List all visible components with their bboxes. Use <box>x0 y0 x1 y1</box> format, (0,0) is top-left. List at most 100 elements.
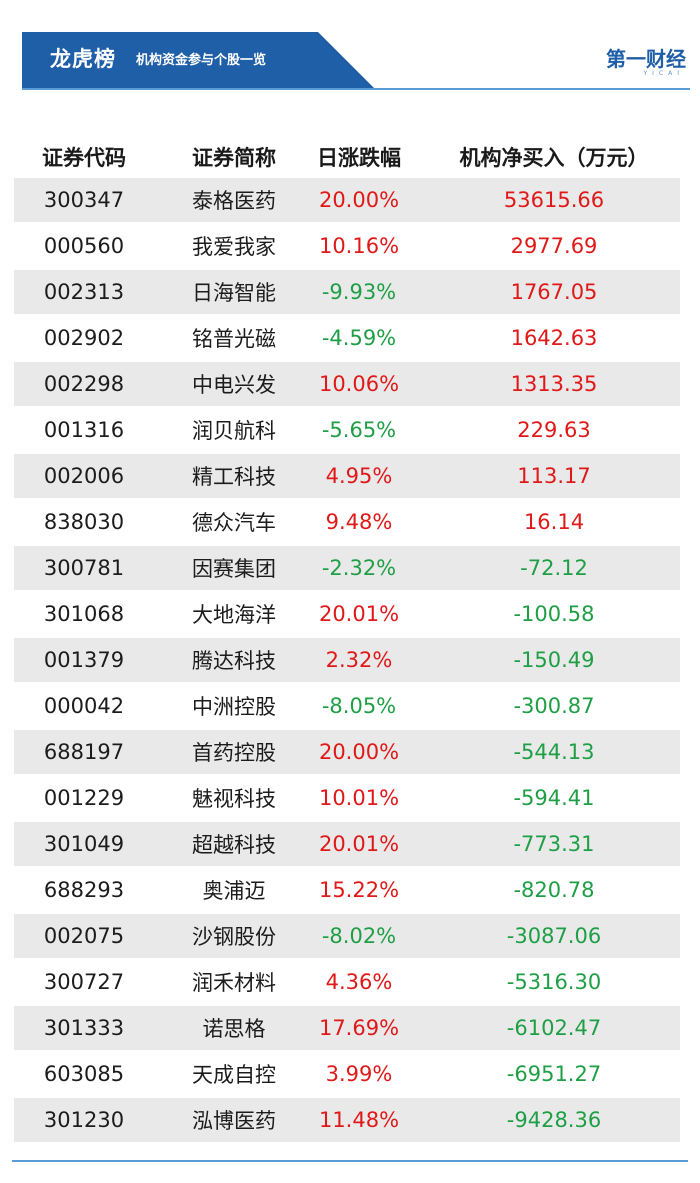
stock-name-cell: 德众汽车 <box>192 511 276 535</box>
stock-name-cell: 诺思格 <box>202 1017 266 1041</box>
daily-change-cell: 2.32% <box>325 648 393 672</box>
stock-name-cell: 沙钢股份 <box>192 925 276 949</box>
net-buy-cell: -300.87 <box>513 694 595 718</box>
table-row: 300781 因赛集团 -2.32% -72.12 <box>14 546 680 592</box>
stock-code-cell: 001379 <box>43 648 125 672</box>
net-buy-cell: -544.13 <box>513 740 595 764</box>
net-buy-cell: -594.41 <box>513 786 595 810</box>
net-buy-cell: 53615.66 <box>503 188 605 212</box>
table-row: 000042 中洲控股 -8.05% -300.87 <box>14 684 680 730</box>
net-buy-cell: 16.14 <box>523 510 585 534</box>
table-row: 002298 中电兴发 10.06% 1313.35 <box>14 362 680 408</box>
daily-change-cell: 9.48% <box>325 510 393 534</box>
table-header-row: 证券代码 证券简称 日涨跌幅 机构净买入（万元） <box>14 138 680 178</box>
column-header-change: 日涨跌幅 <box>317 146 401 170</box>
daily-change-cell: -5.65% <box>321 418 397 442</box>
table-row: 002902 铭普光磁 -4.59% 1642.63 <box>14 316 680 362</box>
stock-code-cell: 301230 <box>43 1108 125 1132</box>
stock-name-cell: 魅视科技 <box>192 787 276 811</box>
stock-name-cell: 奥浦迈 <box>202 879 266 903</box>
table-body: 300347 泰格医药 20.00% 53615.66 000560 我爱我家 10.16%… <box>14 178 680 1144</box>
stock-name-cell: 泓博医药 <box>192 1109 276 1133</box>
stock-code-cell: 001316 <box>43 418 125 442</box>
stock-name-cell: 我爱我家 <box>192 235 276 259</box>
net-buy-cell: 113.17 <box>517 464 591 488</box>
stock-name-cell: 首药控股 <box>192 741 276 765</box>
table-row: 000560 我爱我家 10.16% 2977.69 <box>14 224 680 270</box>
net-buy-cell: -820.78 <box>513 878 595 902</box>
daily-change-cell: -9.93% <box>321 280 397 304</box>
stock-code-cell: 838030 <box>43 510 125 534</box>
stock-name-cell: 天成自控 <box>192 1063 276 1087</box>
stock-name-cell: 润禾材料 <box>192 971 276 995</box>
daily-change-cell: 3.99% <box>325 1062 393 1086</box>
table-row: 001316 润贝航科 -5.65% 229.63 <box>14 408 680 454</box>
daily-change-cell: 10.06% <box>318 372 400 396</box>
stock-code-cell: 603085 <box>43 1062 125 1086</box>
stock-code-cell: 300727 <box>43 970 125 994</box>
table-row: 002075 沙钢股份 -8.02% -3087.06 <box>14 914 680 960</box>
column-header-name: 证券简称 <box>192 146 276 170</box>
net-buy-cell: -9428.36 <box>506 1108 602 1132</box>
stock-code-cell: 002298 <box>43 372 125 396</box>
daily-change-cell: 4.36% <box>325 970 393 994</box>
table-row: 301049 超越科技 20.01% -773.31 <box>14 822 680 868</box>
table-row: 001229 魅视科技 10.01% -594.41 <box>14 776 680 822</box>
stock-code-cell: 002075 <box>43 924 125 948</box>
column-header-net-buy: 机构净买入（万元） <box>459 146 649 170</box>
column-header-code: 证券代码 <box>42 146 126 170</box>
stock-name-cell: 中洲控股 <box>192 695 276 719</box>
bottom-divider <box>12 1160 688 1162</box>
net-buy-cell: 2977.69 <box>510 234 598 258</box>
net-buy-cell: -150.49 <box>513 648 595 672</box>
net-buy-cell: -773.31 <box>513 832 595 856</box>
logo-wordmark: 第一财经 <box>606 47 686 71</box>
table-row: 300347 泰格医药 20.00% 53615.66 <box>14 178 680 224</box>
page-title: 龙虎榜 <box>50 47 116 71</box>
net-buy-cell: -5316.30 <box>506 970 602 994</box>
stock-name-cell: 超越科技 <box>192 833 276 857</box>
stock-name-cell: 因赛集团 <box>192 557 276 581</box>
stock-code-cell: 301333 <box>43 1016 125 1040</box>
table-row: 301333 诺思格 17.69% -6102.47 <box>14 1006 680 1052</box>
net-buy-cell: 1313.35 <box>510 372 598 396</box>
net-buy-cell: 1642.63 <box>510 326 598 350</box>
header-banner: 龙虎榜 机构资金参与个股一览 第一财经 YICAI <box>22 32 690 90</box>
stock-code-cell: 000042 <box>43 694 125 718</box>
daily-change-cell: 11.48% <box>318 1108 400 1132</box>
daily-change-cell: 15.22% <box>318 878 400 902</box>
stock-code-cell: 002313 <box>43 280 125 304</box>
table-row: 002313 日海智能 -9.93% 1767.05 <box>14 270 680 316</box>
table-row: 688293 奥浦迈 15.22% -820.78 <box>14 868 680 914</box>
daily-change-cell: -8.02% <box>321 924 397 948</box>
table-row: 838030 德众汽车 9.48% 16.14 <box>14 500 680 546</box>
daily-change-cell: 20.00% <box>318 188 400 212</box>
net-buy-cell: 1767.05 <box>510 280 598 304</box>
stock-name-cell: 润贝航科 <box>192 419 276 443</box>
table-row: 688197 首药控股 20.00% -544.13 <box>14 730 680 776</box>
stock-code-cell: 301049 <box>43 832 125 856</box>
stock-code-cell: 002006 <box>43 464 125 488</box>
stock-name-cell: 铭普光磁 <box>192 327 276 351</box>
stock-code-cell: 000560 <box>43 234 125 258</box>
stock-name-cell: 腾达科技 <box>192 649 276 673</box>
logo-subtext: YICAI <box>643 70 684 77</box>
table-row: 300727 润禾材料 4.36% -5316.30 <box>14 960 680 1006</box>
banner-background <box>22 32 690 90</box>
table-row: 603085 天成自控 3.99% -6951.27 <box>14 1052 680 1098</box>
net-buy-cell: -100.58 <box>513 602 595 626</box>
stock-code-cell: 688197 <box>43 740 125 764</box>
stock-code-cell: 001229 <box>43 786 125 810</box>
yicai-logo: 第一财经 YICAI <box>594 48 686 82</box>
stock-name-cell: 日海智能 <box>192 281 276 305</box>
daily-change-cell: 20.01% <box>318 832 400 856</box>
stock-code-cell: 300781 <box>43 556 125 580</box>
daily-change-cell: 10.01% <box>318 786 400 810</box>
daily-change-cell: 20.00% <box>318 740 400 764</box>
page-subtitle: 机构资金参与个股一览 <box>136 53 267 68</box>
stock-code-cell: 002902 <box>43 326 125 350</box>
table-row: 301230 泓博医药 11.48% -9428.36 <box>14 1098 680 1144</box>
stock-code-cell: 300347 <box>43 188 125 212</box>
table-row: 001379 腾达科技 2.32% -150.49 <box>14 638 680 684</box>
daily-change-cell: -2.32% <box>321 556 397 580</box>
